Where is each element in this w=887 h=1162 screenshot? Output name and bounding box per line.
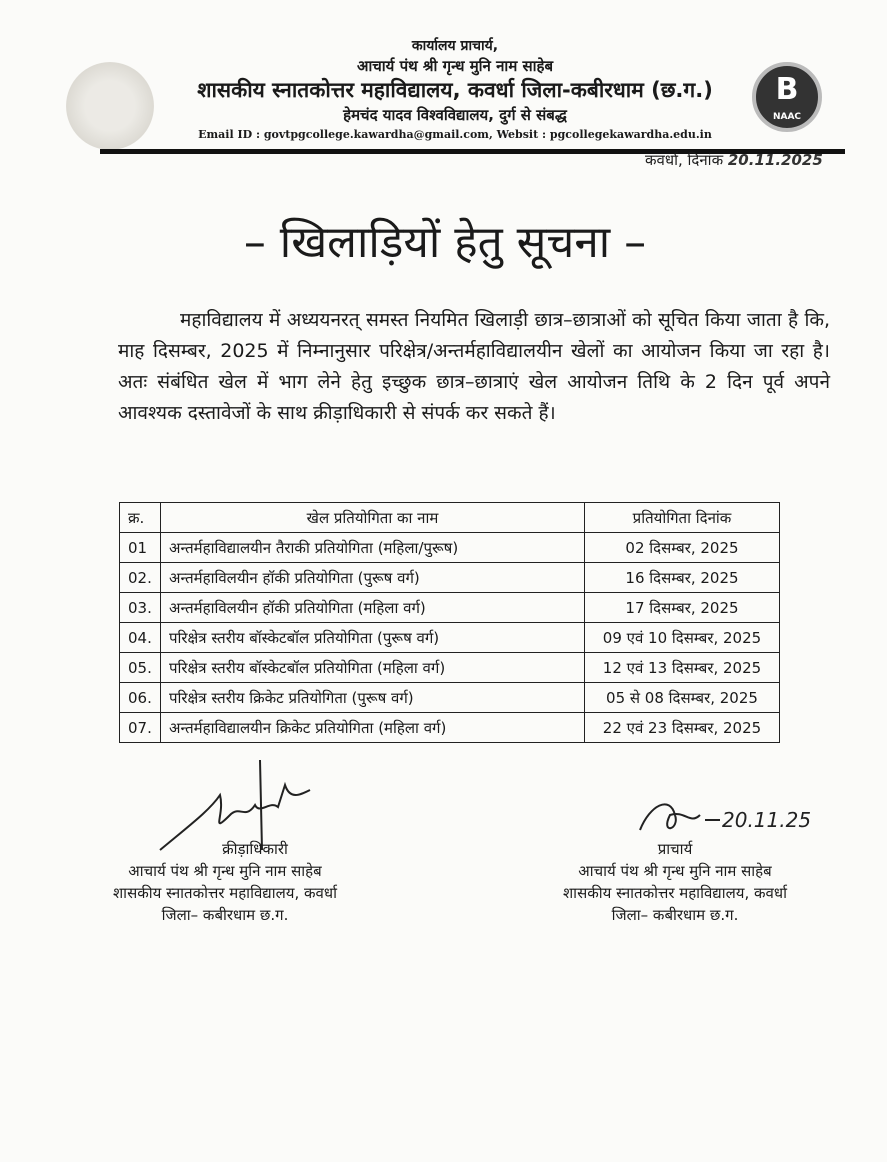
- cell-name: परिक्षेत्र स्तरीय क्रिकेट प्रतियोगिता (प…: [160, 682, 585, 713]
- cell-num: 04.: [119, 622, 161, 653]
- cell-name: अन्तर्महाविद्यालयीन तैराकी प्रतियोगिता (…: [160, 532, 585, 563]
- principal-handwritten-date: 20.11.25: [722, 808, 811, 832]
- left-signatory-title: क्रीड़ाधिकारी: [222, 840, 288, 858]
- cell-name: अन्तर्महाविलयीन हॉकी प्रतियोगिता (पुरूष …: [160, 562, 585, 593]
- cell-date: 16 दिसम्बर, 2025: [584, 562, 780, 593]
- table-row: 03. अन्तर्महाविलयीन हॉकी प्रतियोगिता (महि…: [119, 592, 780, 623]
- right-signatory-block: प्राचार्य आचार्य पंथ श्री गृन्ध मुनि नाम…: [510, 838, 840, 926]
- cell-date: 17 दिसम्बर, 2025: [584, 592, 780, 623]
- cell-date: 22 एवं 23 दिसम्बर, 2025: [584, 712, 780, 743]
- notice-title: – खिलाड़ियों हेतु सूचना –: [243, 217, 647, 268]
- cell-num: 05.: [119, 652, 161, 683]
- left-signatory-line3: जिला– कबीरधाम छ.ग.: [161, 906, 289, 924]
- cell-date: 05 से 08 दिसम्बर, 2025: [584, 682, 780, 713]
- place-date-label: कवर्धा, दिनांक: [645, 151, 724, 169]
- right-signatory-line3: जिला– कबीरधाम छ.ग.: [611, 906, 739, 924]
- table-row: 06. परिक्षेत्र स्तरीय क्रिकेट प्रतियोगिता…: [119, 682, 780, 713]
- cell-date: 12 एवं 13 दिसम्बर, 2025: [584, 652, 780, 683]
- cell-date: 09 एवं 10 दिसम्बर, 2025: [584, 622, 780, 653]
- cell-num: 06.: [119, 682, 161, 713]
- left-signatory-block: क्रीड़ाधिकारी आचार्य पंथ श्री गृन्ध मुनि…: [60, 838, 390, 926]
- office-line: कार्यालय प्राचार्य,: [411, 38, 499, 54]
- right-signatory-title: प्राचार्य: [657, 840, 693, 858]
- college-logo: [66, 62, 154, 150]
- table-row: 05. परिक्षेत्र स्तरीय बॉस्केटबॉल प्रतियोग…: [119, 652, 780, 683]
- header-serial: क्र.: [119, 502, 161, 533]
- header-date: प्रतियोगिता दिनांक: [584, 502, 780, 533]
- handwritten-date: 20.11.2025: [727, 151, 823, 169]
- table-row: 02. अन्तर्महाविलयीन हॉकी प्रतियोगिता (पुर…: [119, 562, 780, 593]
- cell-date: 02 दिसम्बर, 2025: [584, 532, 780, 563]
- cell-name: अन्तर्महाविलयीन हॉकी प्रतियोगिता (महिला …: [160, 592, 585, 623]
- left-signatory-line2: शासकीय स्नातकोत्तर महाविद्यालय, कवर्धा: [112, 884, 338, 902]
- patron-line: आचार्य पंथ श्री गृन्ध मुनि नाम साहेब: [356, 57, 554, 75]
- sports-officer-signature: [159, 759, 311, 851]
- cell-name: परिक्षेत्र स्तरीय बॉस्केटबॉल प्रतियोगिता…: [160, 652, 585, 683]
- notice-body: महाविद्यालय में अध्ययनरत् समस्त नियमित ख…: [118, 309, 830, 424]
- cell-name: परिक्षेत्र स्तरीय बॉस्केटबॉल प्रतियोगिता…: [160, 622, 585, 653]
- naac-label: NAAC: [772, 112, 802, 122]
- naac-grade: B: [775, 72, 799, 107]
- place-date: कवर्धा, दिनांक 20.11.2025: [645, 150, 823, 170]
- college-name: शासकीय स्नातकोत्तर महाविद्यालय, कवर्धा ज…: [197, 78, 713, 102]
- cell-num: 02.: [119, 562, 161, 593]
- table-header-row: क्र. खेल प्रतियोगिता का नाम प्रतियोगिता …: [119, 502, 780, 533]
- cell-num: 07.: [119, 712, 161, 743]
- principal-signature: 20.11.25: [639, 803, 811, 832]
- table-row: 01 अन्तर्महाविद्यालयीन तैराकी प्रतियोगिता…: [119, 532, 780, 563]
- table-row: 04. परिक्षेत्र स्तरीय बॉस्केटबॉल प्रतियोग…: [119, 622, 780, 653]
- contact-line: Email ID : govtpgcollege.kawardha@gmail.…: [198, 128, 712, 141]
- naac-badge: B NAAC: [752, 62, 822, 132]
- competition-table: क्र. खेल प्रतियोगिता का नाम प्रतियोगिता …: [119, 502, 780, 743]
- cell-name: अन्तर्महाविद्यालयीन क्रिकेट प्रतियोगिता …: [160, 712, 585, 743]
- cell-num: 03.: [119, 592, 161, 623]
- right-signatory-line2: शासकीय स्नातकोत्तर महाविद्यालय, कवर्धा: [562, 884, 788, 902]
- right-signatory-line1: आचार्य पंथ श्री गृन्ध मुनि नाम साहेब: [578, 862, 772, 880]
- header-name: खेल प्रतियोगिता का नाम: [160, 502, 585, 533]
- cell-num: 01: [119, 532, 161, 563]
- affiliation-line: हेमचंद यादव विश्वविद्यालय, दुर्ग से संबद…: [343, 106, 567, 124]
- table-row: 07. अन्तर्महाविद्यालयीन क्रिकेट प्रतियोगि…: [119, 712, 780, 743]
- left-signatory-line1: आचार्य पंथ श्री गृन्ध मुनि नाम साहेब: [128, 862, 322, 880]
- header-rule: [100, 149, 845, 154]
